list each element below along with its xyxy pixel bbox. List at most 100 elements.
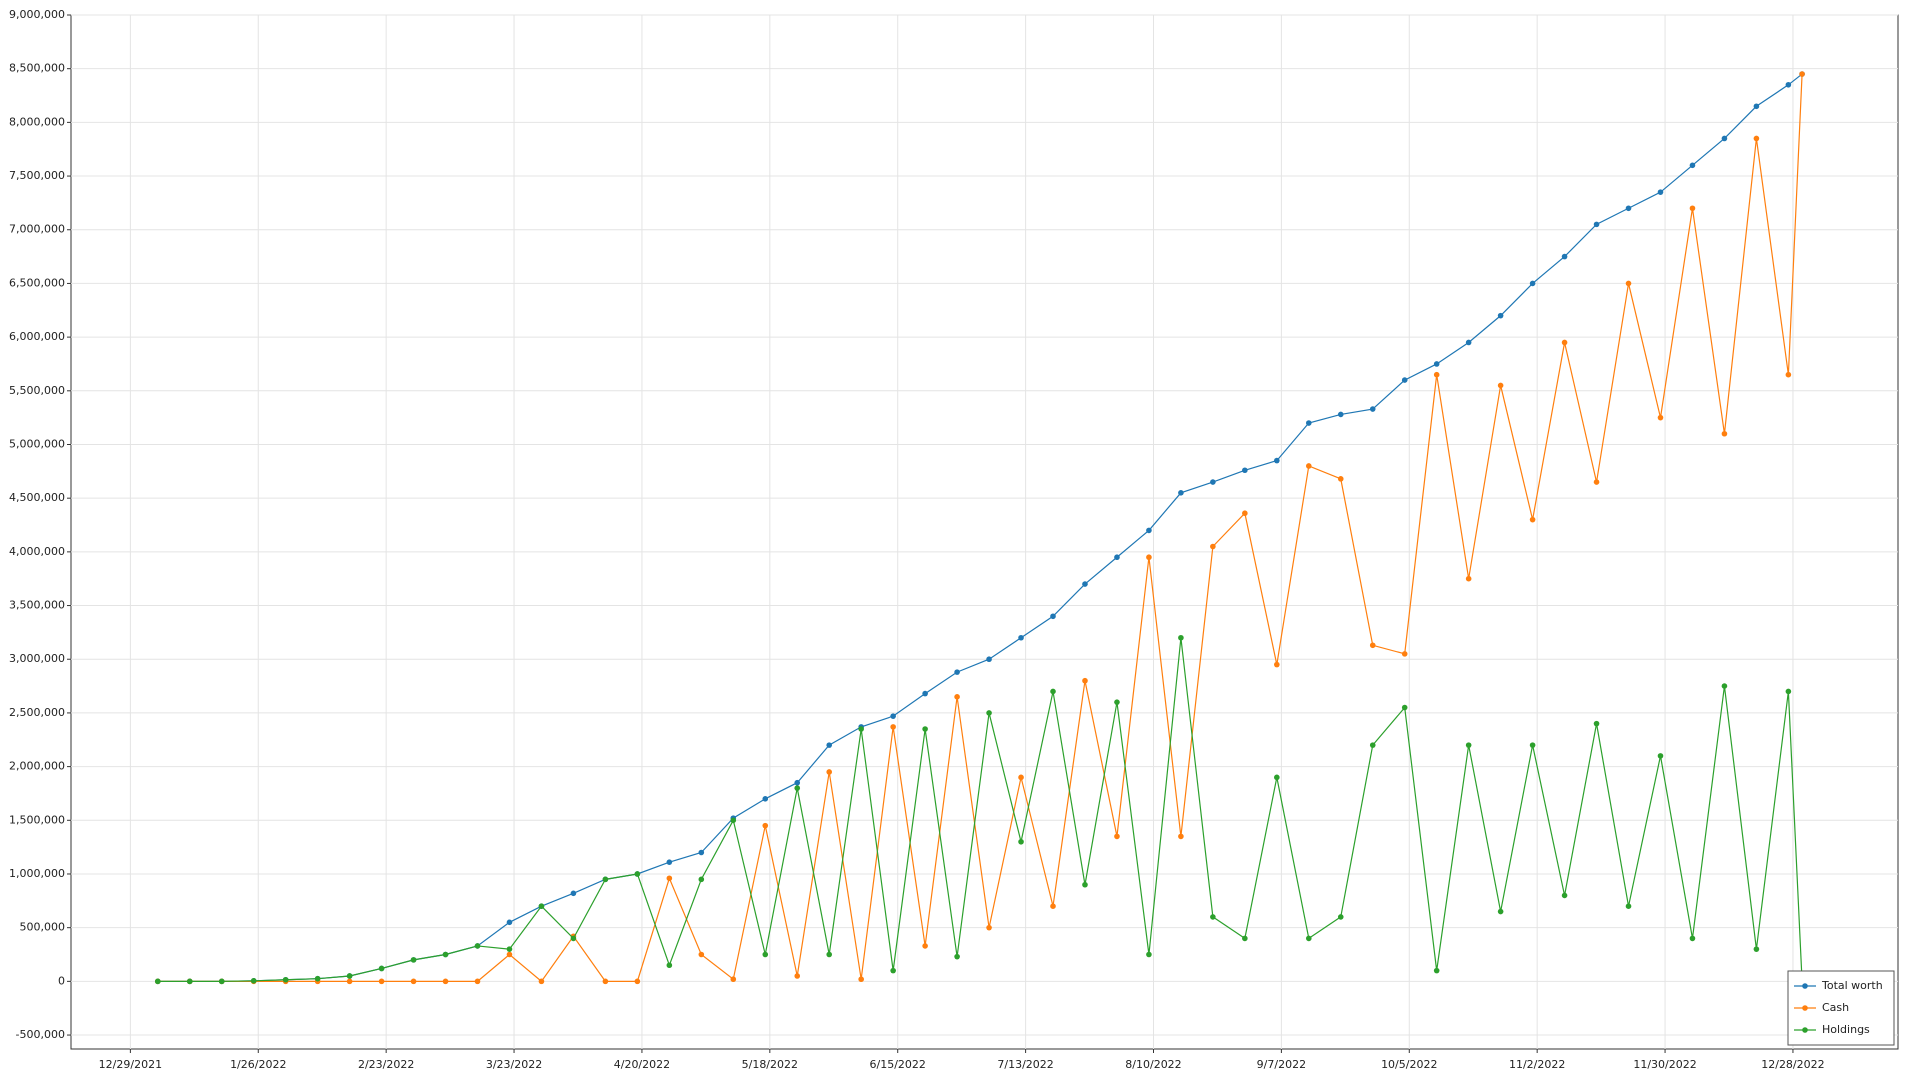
data-point: [1785, 81, 1792, 88]
data-point: [474, 978, 481, 985]
data-point: [1465, 742, 1472, 748]
data-point: [570, 935, 577, 942]
data-point: [762, 796, 769, 802]
data-point: [858, 976, 864, 983]
data-point: [1785, 688, 1792, 695]
y-tick-label: 7,000,000: [9, 223, 65, 236]
data-point: [218, 978, 225, 985]
x-tick-label: 11/2/2022: [1509, 1058, 1565, 1071]
data-point: [1369, 406, 1376, 412]
data-point: [410, 957, 417, 963]
data-point: [346, 973, 353, 979]
data-point: [1799, 71, 1805, 77]
data-point: [986, 924, 992, 931]
data-point: [1497, 382, 1504, 389]
data-point: [186, 978, 193, 985]
data-point: [1753, 135, 1760, 142]
data-point: [794, 779, 801, 786]
data-point: [1593, 479, 1600, 485]
data-point: [1497, 908, 1504, 915]
y-tick-label: 6,000,000: [9, 330, 65, 343]
x-tick-label: 1/26/2022: [230, 1058, 286, 1071]
data-point: [1529, 742, 1536, 748]
data-point: [602, 978, 609, 985]
data-point: [922, 726, 928, 732]
data-point: [1561, 892, 1568, 899]
y-tick-label: 2,000,000: [9, 760, 65, 773]
y-tick-label: 0: [58, 974, 65, 987]
data-point: [762, 822, 769, 829]
data-point: [282, 976, 289, 983]
data-point: [1018, 774, 1024, 781]
data-point: [1401, 377, 1408, 383]
x-tick-label: 12/28/2022: [1761, 1058, 1824, 1071]
data-point: [1689, 162, 1696, 169]
data-point: [1529, 280, 1536, 287]
y-tick-label: 6,500,000: [9, 276, 65, 289]
legend-label: Total worth: [1821, 979, 1883, 992]
data-point: [1146, 951, 1152, 958]
data-point: [442, 951, 449, 958]
data-point: [794, 785, 801, 791]
data-point: [1146, 554, 1152, 561]
data-point: [1689, 205, 1696, 212]
data-point: [1146, 527, 1152, 534]
y-tick-label: 2,500,000: [9, 706, 65, 719]
legend-marker: [1802, 1027, 1808, 1033]
data-point: [1721, 683, 1728, 689]
y-tick-label: 8,500,000: [9, 62, 65, 75]
y-tick-label: 4,000,000: [9, 545, 65, 558]
data-point: [1178, 833, 1184, 840]
data-point: [826, 951, 833, 958]
data-point: [314, 975, 321, 982]
data-point: [1082, 581, 1088, 587]
data-point: [1433, 967, 1440, 974]
series-line: [157, 74, 1803, 983]
data-point: [378, 965, 385, 972]
data-point: [730, 976, 737, 983]
data-point: [1178, 490, 1184, 496]
x-tick-label: 3/23/2022: [486, 1058, 542, 1071]
legend-marker: [1802, 1005, 1808, 1011]
data-point: [1657, 753, 1664, 759]
data-point: [986, 656, 992, 663]
data-point: [1274, 457, 1280, 464]
data-point: [378, 978, 385, 985]
data-point: [538, 978, 545, 985]
y-tick-label: 4,500,000: [9, 491, 65, 504]
legend-label: Holdings: [1822, 1023, 1870, 1036]
data-point: [1753, 103, 1760, 110]
data-point: [698, 849, 705, 856]
series-line: [157, 637, 1803, 982]
data-point: [1114, 833, 1120, 840]
data-point: [1305, 463, 1312, 469]
y-tick-label: 3,000,000: [9, 652, 65, 665]
data-point: [1657, 189, 1664, 195]
data-point: [1337, 914, 1344, 920]
data-point: [986, 710, 992, 716]
data-point: [1242, 510, 1248, 517]
legend: Total worth Cash Holdings: [1787, 970, 1895, 1046]
data-point: [506, 919, 513, 926]
data-point: [538, 903, 545, 909]
data-point: [826, 769, 833, 775]
data-point: [954, 953, 960, 960]
y-tick-label: 9,000,000: [9, 8, 65, 21]
data-point: [1114, 554, 1120, 561]
data-point: [1625, 205, 1632, 212]
data-point: [250, 978, 257, 984]
y-tick-label: 5,500,000: [9, 384, 65, 397]
data-point: [602, 876, 609, 883]
data-point: [730, 817, 737, 824]
data-point: [634, 871, 641, 877]
data-point: [1689, 935, 1696, 942]
data-point: [1497, 312, 1504, 319]
data-point: [1337, 476, 1344, 482]
data-point: [1050, 903, 1056, 909]
data-point: [1050, 613, 1056, 620]
data-point: [1114, 699, 1120, 705]
data-point: [1210, 479, 1216, 485]
data-point: [1210, 914, 1216, 920]
x-tick-label: 4/20/2022: [614, 1058, 670, 1071]
